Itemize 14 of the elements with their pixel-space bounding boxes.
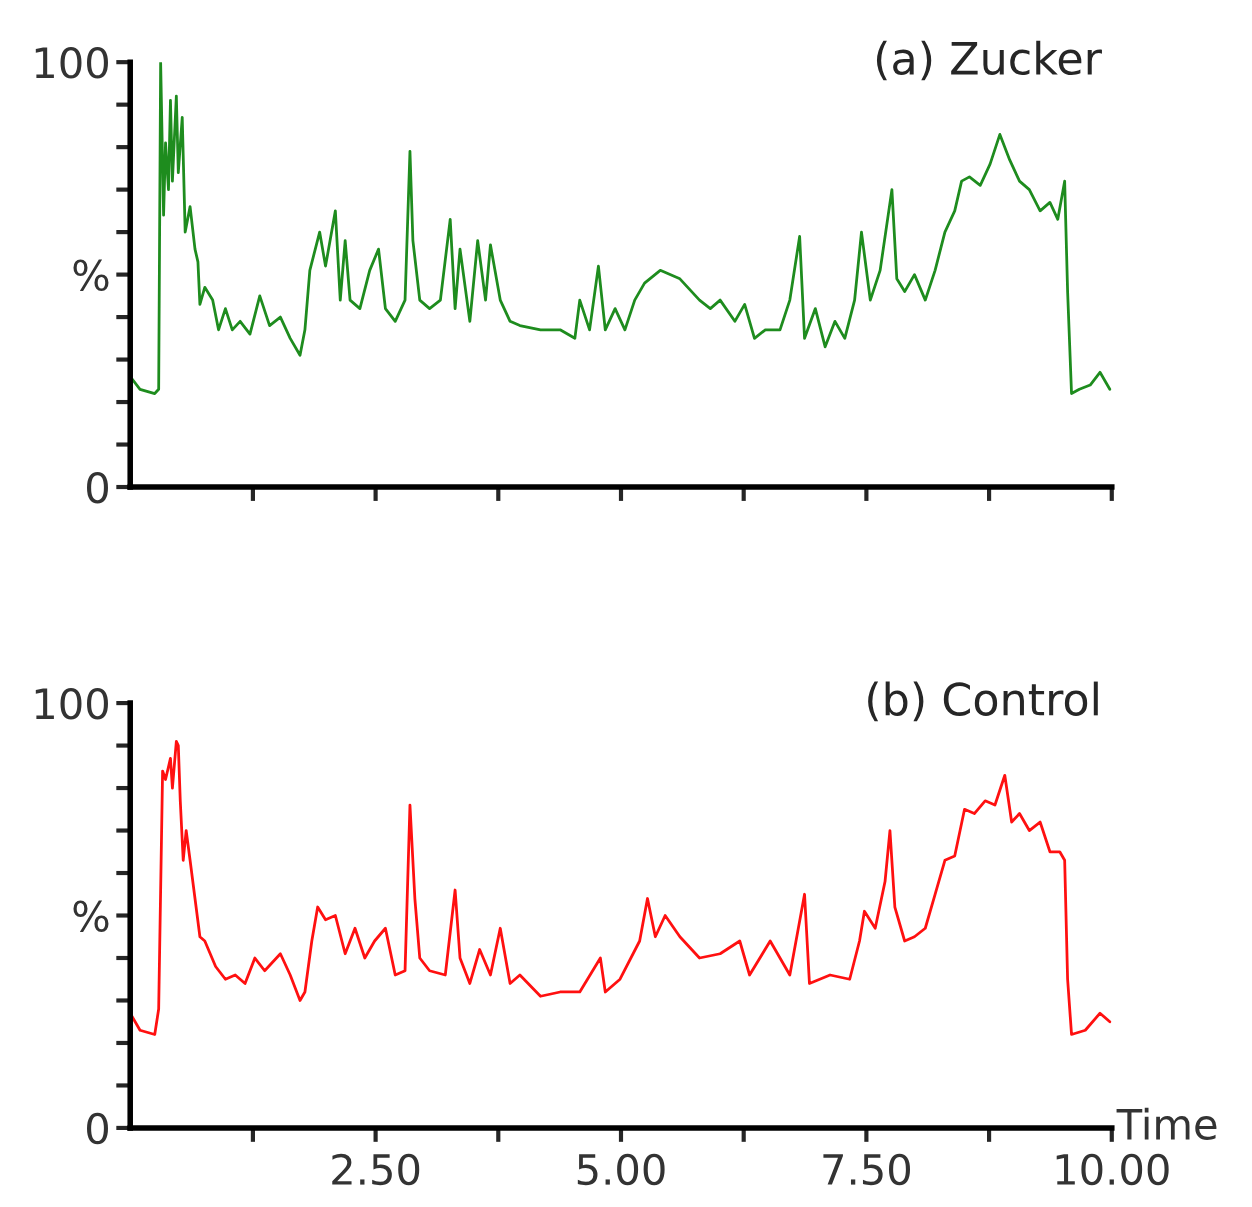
y-tick-label: 100 bbox=[35, 47, 108, 79]
x-axis-title: Time bbox=[1116, 1107, 1217, 1141]
y-tick-label: 100 bbox=[35, 687, 108, 720]
y-tick-label: 0 bbox=[87, 1112, 108, 1145]
x-tick-label: 2.50 bbox=[332, 1153, 420, 1186]
chart-title: (b) Control bbox=[868, 681, 1098, 722]
y-tick-label: 0 bbox=[87, 471, 108, 504]
chart-title: (a) Zucker bbox=[876, 40, 1102, 81]
line-series bbox=[130, 739, 1112, 1036]
x-tick-label: 5.00 bbox=[577, 1153, 665, 1186]
x-tick-label: 7.50 bbox=[823, 1153, 910, 1186]
x-tick-label: 10.00 bbox=[1056, 1153, 1169, 1186]
y-tick-label: % bbox=[73, 259, 109, 292]
y-tick-label: % bbox=[73, 900, 109, 932]
